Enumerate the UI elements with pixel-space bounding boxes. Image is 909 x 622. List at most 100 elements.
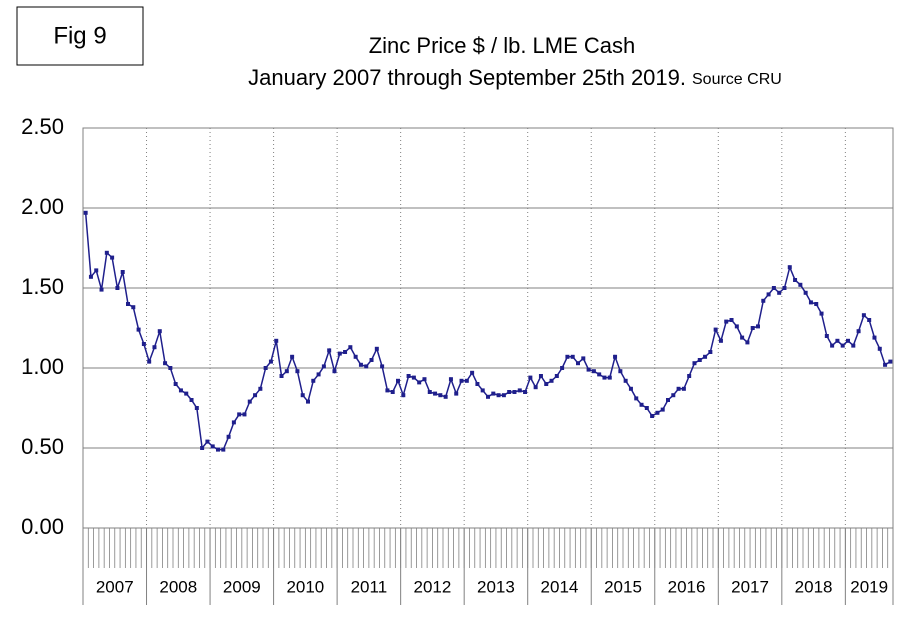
- x-group-label: 2008: [159, 577, 197, 596]
- x-group-label: 2015: [604, 577, 642, 596]
- point-marker: [417, 380, 422, 385]
- point-marker: [321, 364, 326, 369]
- figure-label: Fig 9: [53, 22, 106, 49]
- point-marker: [295, 369, 300, 374]
- point-marker: [284, 369, 289, 374]
- point-marker: [427, 390, 432, 394]
- chart-subtitle: January 2007 through September 25th 2019…: [248, 65, 686, 90]
- point-marker: [655, 410, 660, 415]
- point-marker: [544, 382, 549, 386]
- point-marker: [353, 354, 358, 359]
- plot-area: [82, 127, 894, 529]
- x-group-label: 2018: [795, 577, 833, 596]
- point-marker: [216, 447, 220, 452]
- point-marker: [803, 290, 808, 295]
- point-marker: [126, 302, 130, 306]
- point-marker: [332, 369, 337, 374]
- point-marker: [840, 343, 845, 348]
- point-marker: [718, 338, 723, 343]
- point-marker: [157, 329, 162, 334]
- point-marker: [697, 358, 702, 362]
- point-marker: [205, 439, 210, 444]
- point-marker: [237, 412, 242, 417]
- point-marker: [189, 398, 194, 402]
- point-marker: [602, 375, 607, 380]
- point-marker: [576, 361, 580, 366]
- point-marker: [787, 265, 792, 270]
- point-marker: [120, 270, 125, 274]
- point-marker: [422, 377, 427, 382]
- x-group-label: 2012: [413, 577, 451, 596]
- point-marker: [570, 354, 575, 359]
- point-marker: [634, 396, 639, 401]
- source-note: Source CRU: [692, 71, 782, 88]
- point-marker: [623, 378, 628, 383]
- point-marker: [607, 375, 612, 380]
- point-marker: [777, 290, 782, 295]
- point-marker: [200, 446, 205, 450]
- point-marker: [538, 374, 543, 378]
- point-marker: [163, 361, 168, 366]
- point-marker: [846, 338, 850, 343]
- point-marker: [597, 372, 602, 377]
- point-marker: [152, 345, 157, 350]
- point-marker: [819, 311, 824, 316]
- point-marker: [750, 326, 755, 330]
- point-marker: [724, 319, 729, 324]
- point-marker: [268, 359, 273, 364]
- point-marker: [692, 361, 697, 366]
- point-marker: [512, 390, 517, 394]
- point-marker: [242, 412, 247, 417]
- x-group-label: 2013: [477, 577, 515, 596]
- point-marker: [147, 359, 152, 364]
- point-marker: [761, 298, 766, 303]
- point-marker: [311, 378, 316, 383]
- point-marker: [560, 366, 565, 370]
- point-marker: [650, 414, 655, 418]
- point-marker: [628, 386, 633, 391]
- point-marker: [300, 393, 305, 398]
- point-marker: [480, 388, 485, 393]
- point-marker: [221, 447, 226, 452]
- x-group-label: 2014: [541, 577, 579, 596]
- point-marker: [486, 394, 490, 399]
- point-marker: [454, 391, 459, 396]
- point-marker: [263, 366, 268, 370]
- point-marker: [644, 406, 649, 410]
- point-marker: [830, 343, 835, 348]
- point-marker: [586, 367, 591, 372]
- point-marker: [99, 287, 104, 292]
- point-marker: [676, 386, 681, 391]
- point-marker: [877, 346, 882, 351]
- point-marker: [496, 393, 501, 398]
- point-marker: [713, 327, 718, 332]
- point-marker: [448, 377, 453, 382]
- point-marker: [745, 340, 750, 345]
- point-marker: [793, 278, 798, 282]
- point-marker: [443, 394, 448, 399]
- point-marker: [316, 372, 321, 377]
- point-marker: [290, 354, 295, 359]
- point-marker: [364, 364, 369, 369]
- point-marker: [861, 313, 866, 318]
- point-marker: [671, 393, 676, 398]
- point-marker: [173, 382, 178, 386]
- x-group-label: 2019: [850, 577, 888, 596]
- point-marker: [88, 274, 93, 279]
- x-group-label: 2009: [223, 577, 261, 596]
- point-marker: [374, 346, 379, 351]
- point-marker: [703, 354, 708, 359]
- chart-title: Zinc Price $ / lb. LME Cash: [369, 33, 636, 58]
- point-marker: [660, 407, 665, 412]
- point-marker: [687, 374, 692, 378]
- point-marker: [867, 318, 872, 322]
- point-marker: [110, 255, 115, 260]
- point-marker: [613, 354, 618, 359]
- point-marker: [433, 391, 438, 396]
- point-marker: [279, 374, 284, 378]
- point-marker: [396, 378, 400, 383]
- point-marker: [343, 350, 348, 354]
- point-marker: [464, 378, 469, 383]
